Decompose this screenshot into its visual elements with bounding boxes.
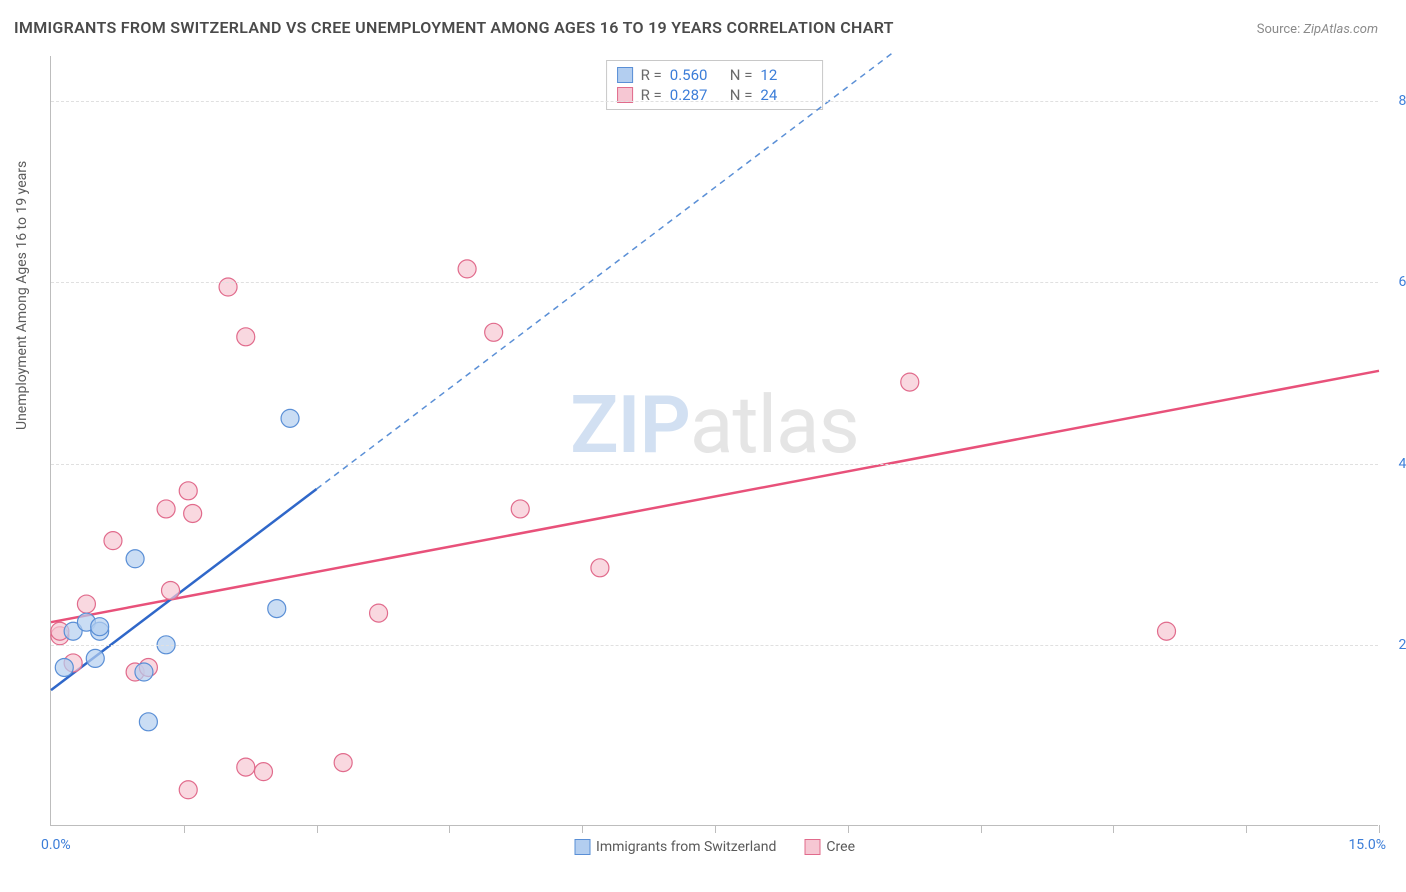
x-tick	[1113, 825, 1114, 833]
bottom-legend: Immigrants from Switzerland Cree	[574, 839, 855, 855]
gridline	[51, 101, 1378, 102]
data-point	[1158, 622, 1176, 640]
data-point	[237, 758, 255, 776]
y-tick-label: 60.0%	[1398, 274, 1406, 290]
scatter-svg	[51, 56, 1378, 825]
data-point	[91, 618, 109, 636]
data-point	[157, 500, 175, 518]
data-point	[281, 409, 299, 427]
data-point	[254, 763, 272, 781]
source-link[interactable]: ZipAtlas.com	[1303, 22, 1378, 37]
chart-title: IMMIGRANTS FROM SWITZERLAND VS CREE UNEM…	[14, 18, 894, 37]
x-tick	[1379, 825, 1380, 833]
y-tick-label: 20.0%	[1398, 637, 1406, 653]
data-point	[104, 532, 122, 550]
data-point	[179, 482, 197, 500]
source-attribution: Source: ZipAtlas.com	[1257, 22, 1378, 37]
data-point	[179, 781, 197, 799]
gridline	[51, 645, 1378, 646]
data-point	[162, 581, 180, 599]
swatch-pink-icon	[804, 839, 820, 855]
x-axis-max-label: 15.0%	[1348, 837, 1386, 853]
data-point	[268, 600, 286, 618]
data-point	[485, 323, 503, 341]
data-point	[458, 260, 476, 278]
data-point	[370, 604, 388, 622]
swatch-blue-icon	[574, 839, 590, 855]
data-point	[237, 328, 255, 346]
data-point	[86, 649, 104, 667]
data-point	[334, 754, 352, 772]
legend-item-blue: Immigrants from Switzerland	[574, 839, 776, 855]
gridline	[51, 282, 1378, 283]
data-point	[591, 559, 609, 577]
x-tick	[317, 825, 318, 833]
y-tick-label: 40.0%	[1398, 456, 1406, 472]
plot-area: ZIPatlas R = 0.560 N = 12 R = 0.287 N = …	[50, 56, 1378, 826]
x-axis-min-label: 0.0%	[41, 837, 71, 853]
data-point	[55, 658, 73, 676]
x-tick	[848, 825, 849, 833]
legend-item-pink: Cree	[804, 839, 855, 855]
x-tick	[184, 825, 185, 833]
data-point	[184, 504, 202, 522]
y-tick-label: 80.0%	[1398, 93, 1406, 109]
data-point	[901, 373, 919, 391]
data-point	[219, 278, 237, 296]
y-axis-label: Unemployment Among Ages 16 to 19 years	[14, 161, 30, 430]
data-point	[77, 595, 95, 613]
x-tick	[715, 825, 716, 833]
x-tick	[449, 825, 450, 833]
gridline	[51, 464, 1378, 465]
data-point	[135, 663, 153, 681]
x-tick	[582, 825, 583, 833]
data-point	[139, 713, 157, 731]
data-point	[511, 500, 529, 518]
x-tick	[981, 825, 982, 833]
x-tick	[1246, 825, 1247, 833]
data-point	[126, 550, 144, 568]
